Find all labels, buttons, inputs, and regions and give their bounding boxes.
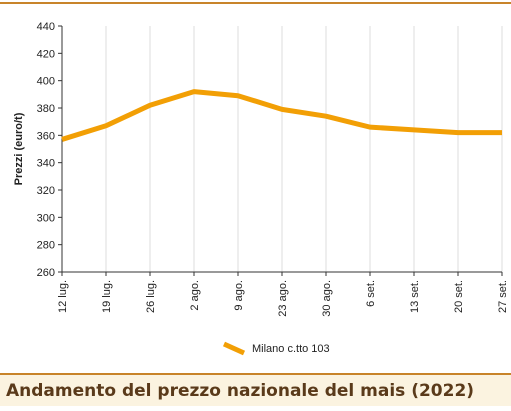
x-tick-label: 9 ago. <box>233 280 245 311</box>
x-tick-label: 23 ago. <box>277 280 289 317</box>
y-tick-label: 440 <box>37 21 55 33</box>
data-line <box>61 89 502 142</box>
x-tick-label: 26 lug. <box>145 280 157 313</box>
x-tick-label: 2 ago. <box>189 280 201 311</box>
y-tick-label: 340 <box>37 158 55 170</box>
x-tick-label: 6 set. <box>365 280 377 307</box>
x-tick-label: 13 set. <box>409 280 421 313</box>
legend-swatch <box>222 341 246 356</box>
y-tick-label: 380 <box>37 103 55 115</box>
y-tick-label: 320 <box>37 185 55 197</box>
x-tick-label: 30 ago. <box>321 280 333 317</box>
x-tick-label: 27 set. <box>497 280 509 313</box>
title-band <box>0 374 511 406</box>
legend-label: Milano c.tto 103 <box>252 343 330 355</box>
chart-title: Andamento del prezzo nazionale del mais … <box>6 381 474 401</box>
y-tick-label: 360 <box>37 130 55 142</box>
x-tick-label: 12 lug. <box>57 280 69 313</box>
y-tick-label: 300 <box>37 212 55 224</box>
y-tick-label: 260 <box>37 267 55 279</box>
y-tick-label: 280 <box>37 240 55 252</box>
y-axis-label: Prezzi (euro/t) <box>13 112 25 185</box>
x-tick-label: 20 set. <box>453 280 465 313</box>
y-tick-label: 420 <box>37 48 55 60</box>
y-tick-label: 400 <box>37 76 55 88</box>
x-tick-label: 19 lug. <box>101 280 113 313</box>
